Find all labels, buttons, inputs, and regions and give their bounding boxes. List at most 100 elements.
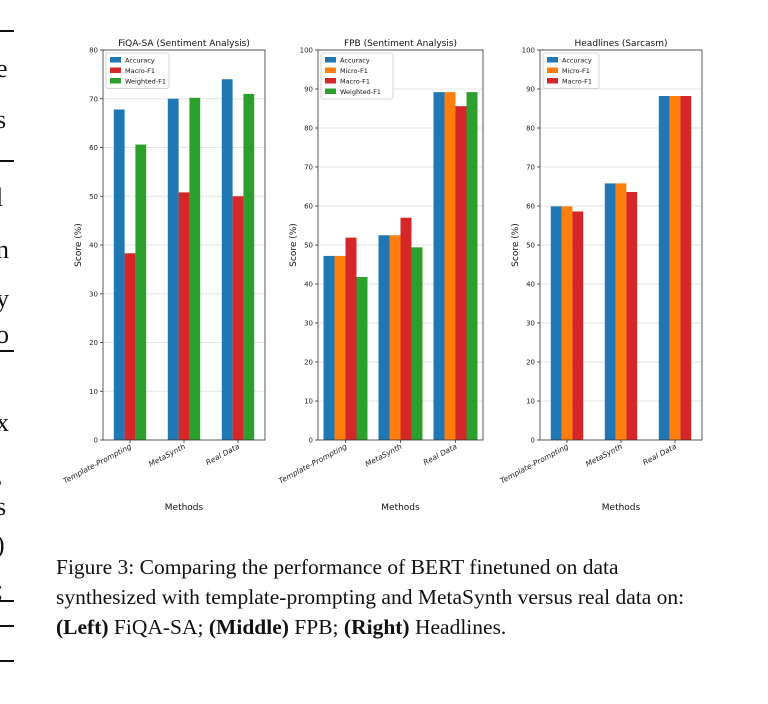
y-tick-label: 70 [89,95,98,103]
y-tick-label: 40 [526,281,535,289]
bar [135,144,147,440]
y-tick-label: 80 [526,125,535,133]
caption-left-bold: (Left) [56,615,109,639]
y-tick-label: 60 [526,203,535,211]
chart-panel-1: 0 10 20 30 40 50 60 70 80 Template-Prompting MetaS… [62,39,266,513]
y-tick-label: 20 [526,359,535,367]
legend: Accuracy Micro-F1 Macro-F1 Weighted-F1 [320,52,394,100]
chart-panel-3: 0 10 20 30 40 50 60 70 80 90 100 Template-Prompting… [499,39,703,513]
legend-swatch [110,78,121,84]
legend: Accuracy Micro-F1 Macro-F1 [542,52,600,89]
caption-middle-text: FPB; [288,615,344,639]
y-tick-label: 10 [304,398,313,406]
bar [433,92,445,441]
legend-label: Weighted-F1 [125,78,166,86]
bar [189,97,201,441]
plot-frame [102,49,266,441]
bar [400,217,412,440]
y-tick-label: 70 [304,164,313,172]
y-axis-label: Score (%) [74,223,84,267]
legend-swatch [110,67,121,73]
x-tick-label: Template-Prompting [277,442,349,486]
legend-label: Weighted-F1 [340,88,381,96]
bar [232,196,244,440]
bar [323,255,335,440]
y-tick-label: 30 [304,320,313,328]
plot-frame [317,49,484,441]
bar [389,235,401,440]
margin-glyph: y [0,284,9,313]
plot-frame [539,49,703,441]
bar [243,93,255,440]
x-tick-label: Template-Prompting [62,442,134,486]
legend-label: Accuracy [562,57,592,65]
y-tick-label: 60 [89,144,98,152]
bar [669,96,681,441]
y-tick-label: 100 [300,47,313,55]
y-tick-label: 30 [89,290,98,298]
bar [124,253,136,440]
x-tick-label: MetaSynth [584,442,624,469]
bar [561,206,573,440]
legend-label: Macro-F1 [562,78,592,86]
x-axis-label: Methods [381,503,420,513]
x-tick-label: MetaSynth [147,442,187,469]
margin-glyph: e [0,54,8,83]
margin-glyph: s [0,492,7,521]
legend-label: Micro-F1 [562,67,590,75]
bar [572,211,584,440]
margin-glyph: o [0,320,9,349]
y-tick-label: 40 [304,281,313,289]
y-tick-label: 10 [526,398,535,406]
y-tick-label: 80 [304,125,313,133]
caption-middle-bold: (Middle) [208,615,289,639]
bar [345,237,357,440]
cropped-margin-text: eslnyox,s); [0,30,22,704]
margin-rule [0,600,14,602]
x-axis-label: Methods [165,503,204,513]
bar [221,79,233,440]
margin-rule [0,350,14,352]
y-tick-label: 90 [526,86,535,94]
margin-rule [0,660,14,662]
margin-rule [0,30,14,32]
y-axis-label: Score (%) [289,223,299,267]
y-tick-label: 60 [304,203,313,211]
bar [113,109,125,440]
x-tick-label: Template-Prompting [499,442,571,486]
legend-swatch [110,57,121,63]
chart-title: FPB (Sentiment Analysis) [344,39,457,49]
bar [167,98,179,440]
x-axis-label: Methods [602,503,641,513]
legend-label: Macro-F1 [125,67,155,75]
x-tick-label: Real Data [204,442,241,467]
legend-swatch [325,78,336,84]
bar [466,92,478,441]
y-tick-label: 10 [89,388,98,396]
caption-left-text: FiQA-SA; [108,615,209,639]
legend-box [320,52,394,100]
bar [604,183,616,440]
bar [615,183,627,440]
chart-title: Headlines (Sarcasm) [575,39,668,49]
y-tick-label: 90 [304,86,313,94]
margin-glyph: n [0,235,9,264]
caption-label: Figure 3: [56,555,135,579]
bar [178,192,190,440]
legend-swatch [325,57,336,63]
bar [455,106,467,440]
legend-swatch [547,57,558,63]
legend-swatch [325,88,336,94]
margin-glyph: l [0,183,3,213]
legend-label: Macro-F1 [340,78,370,86]
x-tick-label: MetaSynth [364,442,404,469]
legend-label: Accuracy [340,57,370,65]
bar [626,191,638,440]
y-tick-label: 80 [89,47,98,55]
margin-glyph: s [0,105,7,134]
bar [658,96,670,441]
y-tick-label: 20 [304,359,313,367]
y-tick-label: 70 [526,164,535,172]
y-tick-label: 0 [94,437,98,445]
legend-label: Micro-F1 [340,67,368,75]
